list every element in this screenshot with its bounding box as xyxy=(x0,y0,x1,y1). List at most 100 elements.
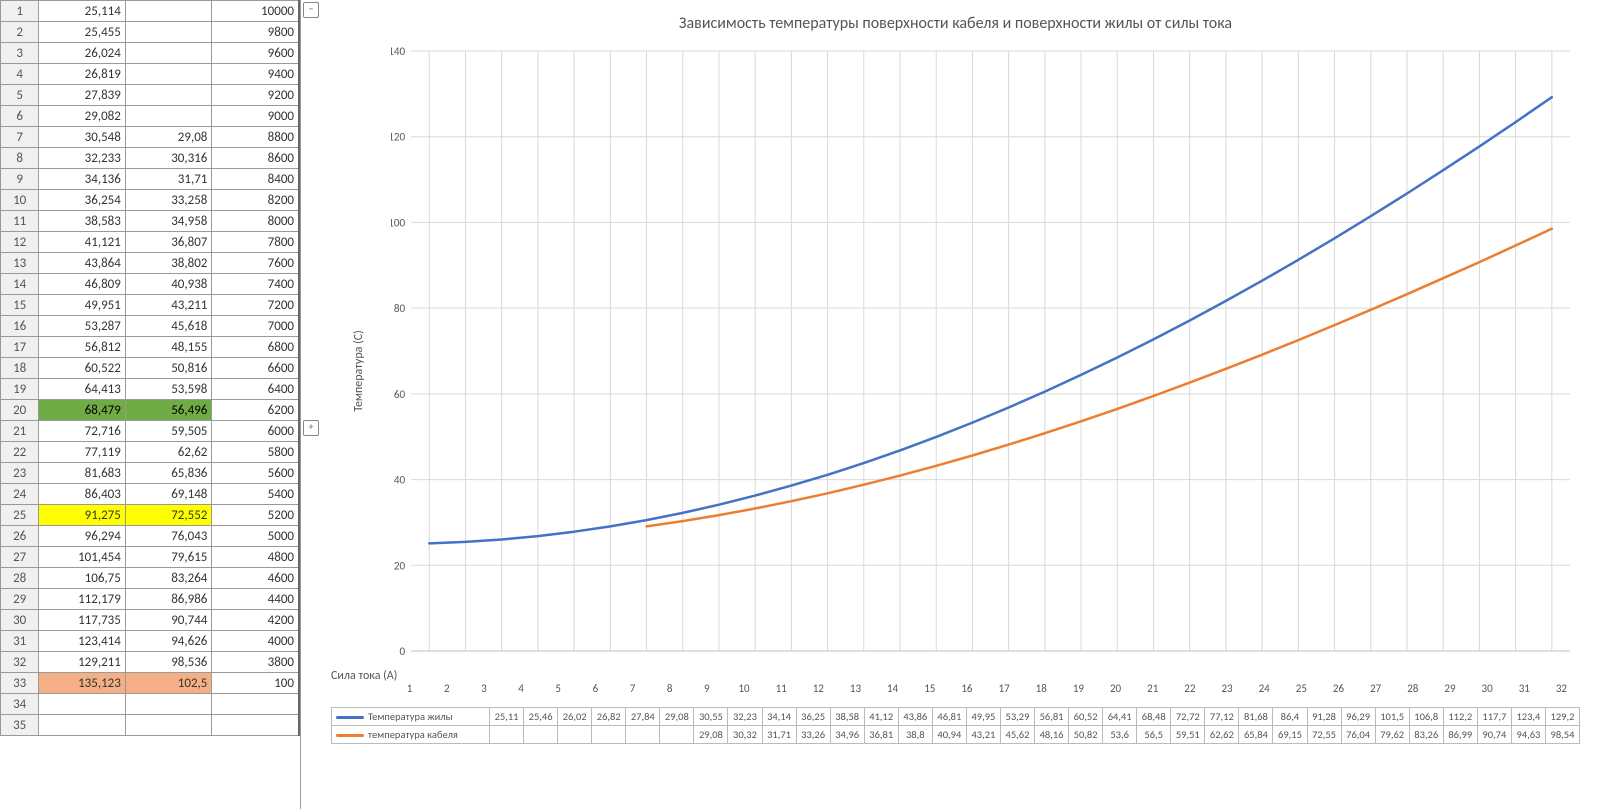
cell[interactable]: 26,819 xyxy=(39,64,126,85)
cell[interactable]: 56,812 xyxy=(39,337,126,358)
legend-series-name[interactable]: температура кабеля xyxy=(332,726,490,744)
cell[interactable]: 4600 xyxy=(212,568,299,589)
cell[interactable]: 53,598 xyxy=(125,379,212,400)
cell[interactable]: 25,114 xyxy=(39,1,126,22)
cell[interactable]: 33,258 xyxy=(125,190,212,211)
row-header[interactable]: 30 xyxy=(1,610,39,631)
cell[interactable] xyxy=(125,1,212,22)
cell[interactable]: 123,414 xyxy=(39,631,126,652)
cell[interactable]: 40,938 xyxy=(125,274,212,295)
row-header[interactable]: 22 xyxy=(1,442,39,463)
cell[interactable] xyxy=(125,22,212,43)
cell[interactable]: 7400 xyxy=(212,274,299,295)
row-header[interactable]: 7 xyxy=(1,127,39,148)
row-header[interactable]: 15 xyxy=(1,295,39,316)
cell[interactable]: 86,403 xyxy=(39,484,126,505)
cell[interactable]: 129,211 xyxy=(39,652,126,673)
cell[interactable]: 31,71 xyxy=(125,169,212,190)
cell[interactable]: 96,294 xyxy=(39,526,126,547)
cell[interactable] xyxy=(212,715,299,736)
row-header[interactable]: 16 xyxy=(1,316,39,337)
row-header[interactable]: 27 xyxy=(1,547,39,568)
cell[interactable]: 72,552 xyxy=(125,505,212,526)
cell[interactable]: 65,836 xyxy=(125,463,212,484)
outline-collapse-icon[interactable]: − xyxy=(303,2,319,18)
cell[interactable]: 43,864 xyxy=(39,253,126,274)
row-header[interactable]: 33 xyxy=(1,673,39,694)
cell[interactable]: 4800 xyxy=(212,547,299,568)
cell[interactable]: 59,505 xyxy=(125,421,212,442)
cell[interactable]: 29,082 xyxy=(39,106,126,127)
row-header[interactable]: 2 xyxy=(1,22,39,43)
cell[interactable]: 8800 xyxy=(212,127,299,148)
cell[interactable]: 135,123 xyxy=(39,673,126,694)
cell[interactable]: 81,683 xyxy=(39,463,126,484)
cell[interactable]: 6200 xyxy=(212,400,299,421)
cell[interactable]: 69,148 xyxy=(125,484,212,505)
row-header[interactable]: 3 xyxy=(1,43,39,64)
row-header[interactable]: 32 xyxy=(1,652,39,673)
cell[interactable]: 34,958 xyxy=(125,211,212,232)
cell[interactable]: 77,119 xyxy=(39,442,126,463)
cell[interactable]: 30,316 xyxy=(125,148,212,169)
cell[interactable]: 46,809 xyxy=(39,274,126,295)
cell[interactable]: 112,179 xyxy=(39,589,126,610)
row-header[interactable]: 5 xyxy=(1,85,39,106)
row-header[interactable]: 24 xyxy=(1,484,39,505)
cell[interactable]: 9400 xyxy=(212,64,299,85)
cell[interactable]: 56,496 xyxy=(125,400,212,421)
cell[interactable]: 8600 xyxy=(212,148,299,169)
cell[interactable] xyxy=(125,85,212,106)
cell[interactable]: 72,716 xyxy=(39,421,126,442)
cell[interactable]: 38,583 xyxy=(39,211,126,232)
cell[interactable]: 4200 xyxy=(212,610,299,631)
cell[interactable]: 106,75 xyxy=(39,568,126,589)
row-header[interactable]: 4 xyxy=(1,64,39,85)
cell[interactable]: 94,626 xyxy=(125,631,212,652)
row-header[interactable]: 11 xyxy=(1,211,39,232)
cell[interactable]: 101,454 xyxy=(39,547,126,568)
cell[interactable]: 45,618 xyxy=(125,316,212,337)
cell[interactable]: 8200 xyxy=(212,190,299,211)
legend-series-name[interactable]: Температура жилы xyxy=(332,708,490,726)
row-header[interactable]: 13 xyxy=(1,253,39,274)
spreadsheet[interactable]: 125,11410000225,4559800326,0249600426,81… xyxy=(0,0,301,809)
cell[interactable]: 27,839 xyxy=(39,85,126,106)
cell[interactable]: 5000 xyxy=(212,526,299,547)
cell[interactable]: 79,615 xyxy=(125,547,212,568)
cell[interactable]: 4400 xyxy=(212,589,299,610)
cell[interactable]: 9600 xyxy=(212,43,299,64)
cell[interactable] xyxy=(125,43,212,64)
row-header[interactable]: 19 xyxy=(1,379,39,400)
row-header[interactable]: 25 xyxy=(1,505,39,526)
cell[interactable]: 49,951 xyxy=(39,295,126,316)
outline-expand-icon[interactable]: + xyxy=(303,420,319,436)
cell[interactable]: 9200 xyxy=(212,85,299,106)
cell[interactable]: 9800 xyxy=(212,22,299,43)
row-header[interactable]: 35 xyxy=(1,715,39,736)
cell[interactable]: 64,413 xyxy=(39,379,126,400)
cell[interactable]: 7000 xyxy=(212,316,299,337)
cell[interactable]: 29,08 xyxy=(125,127,212,148)
cell[interactable]: 3800 xyxy=(212,652,299,673)
cell[interactable] xyxy=(125,106,212,127)
cell[interactable]: 30,548 xyxy=(39,127,126,148)
row-header[interactable]: 17 xyxy=(1,337,39,358)
cell[interactable] xyxy=(39,715,126,736)
cell[interactable] xyxy=(125,64,212,85)
row-header[interactable]: 31 xyxy=(1,631,39,652)
row-header[interactable]: 21 xyxy=(1,421,39,442)
row-header[interactable]: 26 xyxy=(1,526,39,547)
cell[interactable]: 86,986 xyxy=(125,589,212,610)
cell[interactable] xyxy=(125,694,212,715)
cell[interactable]: 6000 xyxy=(212,421,299,442)
cell[interactable]: 36,807 xyxy=(125,232,212,253)
cell[interactable]: 34,136 xyxy=(39,169,126,190)
chart-area[interactable]: Зависимость температуры поверхности кабе… xyxy=(321,0,1600,809)
cell[interactable]: 7600 xyxy=(212,253,299,274)
cell[interactable]: 60,522 xyxy=(39,358,126,379)
cell[interactable]: 6400 xyxy=(212,379,299,400)
cell[interactable]: 5800 xyxy=(212,442,299,463)
cell[interactable]: 90,744 xyxy=(125,610,212,631)
cell[interactable] xyxy=(212,694,299,715)
